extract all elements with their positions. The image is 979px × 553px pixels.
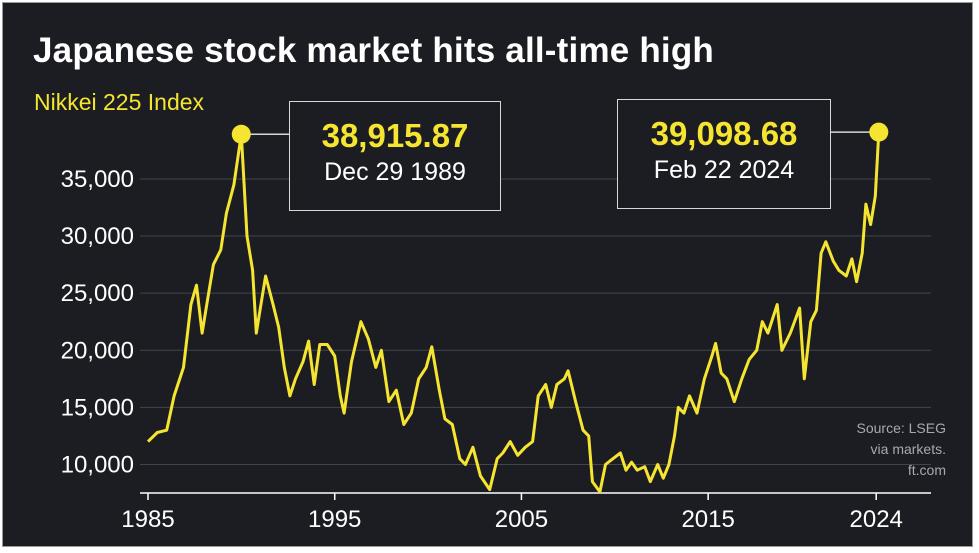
- source-line-3: ft.com: [907, 462, 946, 478]
- peak-1989-marker: [231, 124, 251, 144]
- y-tick-label-15000: 15,000: [61, 394, 134, 421]
- series-layer: [146, 132, 881, 494]
- peak-1989-value: 38,915.87: [321, 117, 469, 154]
- high-2024-marker: [869, 122, 889, 142]
- high-2024-value: 39,098.68: [650, 115, 798, 152]
- source-line-2: via markets.: [870, 441, 946, 457]
- source-line-1: Source: LSEG: [856, 420, 947, 436]
- callout-leaders: [231, 122, 889, 144]
- source-note: Source: LSEG via markets. ft.com: [857, 418, 947, 481]
- y-tick-label-20000: 20,000: [61, 337, 134, 364]
- x-tick-label-1995: 1995: [308, 506, 361, 533]
- y-tick-label-10000: 10,000: [61, 451, 134, 478]
- high-2024-date: Feb 22 2024: [653, 156, 795, 184]
- line-chart: 10,000 15,000 20,000 25,000 30,000 35,000 198…: [61, 122, 931, 533]
- chart-frame: Japanese stock market hits all-time high…: [2, 2, 973, 547]
- y-tick-label-30000: 30,000: [61, 223, 134, 250]
- nikkei-series-line: [146, 132, 881, 494]
- y-tick-label-25000: 25,000: [61, 280, 134, 307]
- x-tick-label-2015: 2015: [681, 506, 734, 533]
- y-axis-tick-labels: 10,000 15,000 20,000 25,000 30,000 35,000: [61, 166, 134, 478]
- x-tick-label-1985: 1985: [121, 506, 174, 533]
- peak-1989-callout: 38,915.87 Dec 29 1989: [289, 101, 501, 211]
- y-tick-label-35000: 35,000: [61, 166, 134, 193]
- x-tick-label-2005: 2005: [495, 506, 548, 533]
- x-tick-label-2024: 2024: [850, 506, 903, 533]
- chart-title: Japanese stock market hits all-time high: [33, 31, 715, 70]
- x-axis-ticks: 1985 1995 2005 2015 2024: [121, 493, 903, 533]
- high-2024-callout: 39,098.68 Feb 22 2024: [617, 99, 831, 209]
- chart-subtitle: Nikkei 225 Index: [34, 89, 205, 115]
- peak-1989-date: Dec 29 1989: [324, 158, 466, 186]
